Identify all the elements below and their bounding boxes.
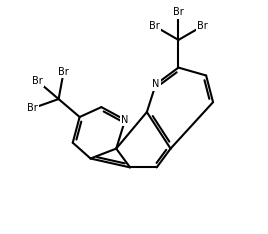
Text: Br: Br: [58, 67, 69, 77]
Text: Br: Br: [32, 76, 43, 86]
Text: N: N: [121, 115, 129, 125]
Text: Br: Br: [149, 21, 160, 31]
Text: Br: Br: [27, 103, 38, 113]
Text: N: N: [152, 79, 159, 89]
Text: Br: Br: [173, 7, 184, 17]
Text: Br: Br: [197, 21, 208, 31]
